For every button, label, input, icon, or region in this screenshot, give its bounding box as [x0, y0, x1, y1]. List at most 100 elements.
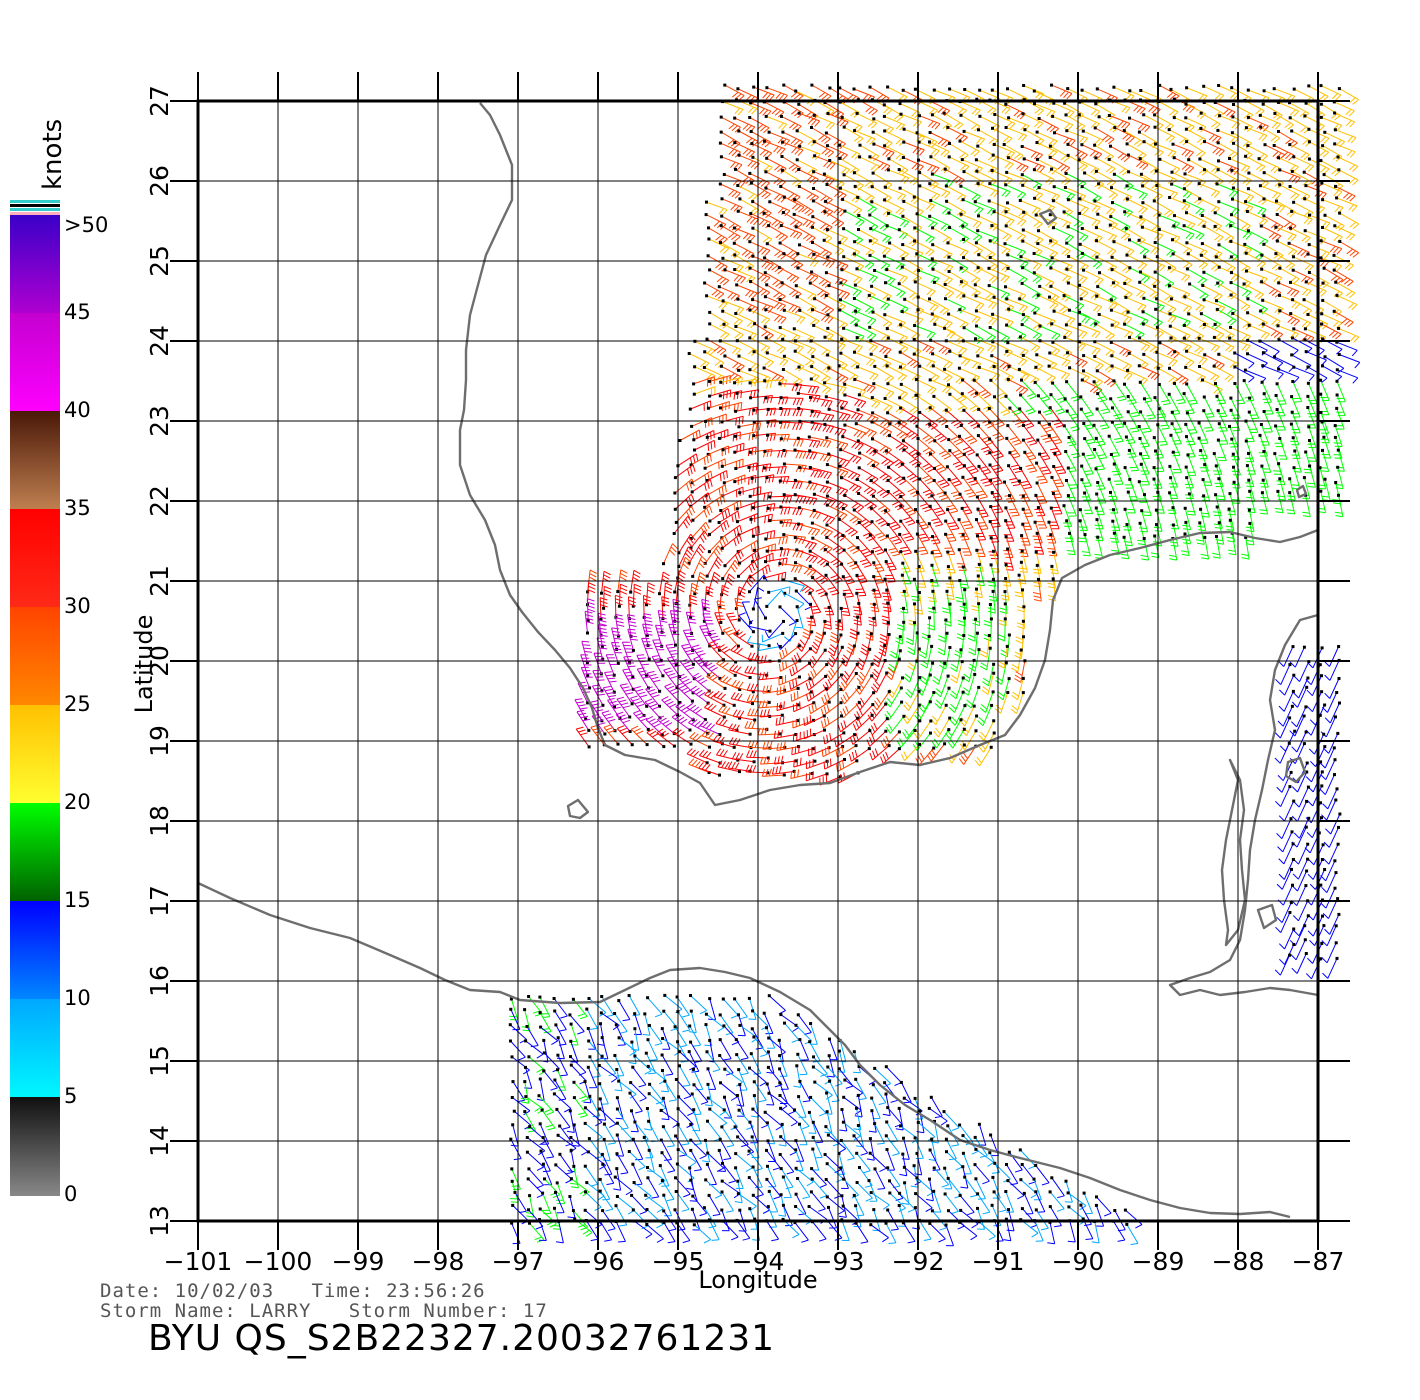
barb-station-dot — [899, 340, 903, 344]
barb-station-dot — [871, 310, 875, 314]
wind-barb — [1263, 352, 1284, 369]
wind-barb — [764, 140, 786, 155]
barb-station-dot — [572, 1123, 576, 1127]
wind-barb — [839, 465, 861, 481]
barb-station-dot — [1242, 282, 1246, 286]
barb-station-dot — [648, 1082, 652, 1086]
barb-station-dot — [778, 1153, 782, 1156]
barb-station-dot — [1078, 322, 1082, 326]
barb-station-dot — [959, 184, 963, 188]
wind-barb — [1005, 211, 1027, 227]
wind-barb — [1003, 144, 1024, 161]
wind-barb — [1007, 1180, 1025, 1200]
barb-station-dot — [1020, 323, 1024, 327]
barb-station-dot — [1321, 298, 1325, 302]
barb-station-dot — [1035, 531, 1039, 535]
wind-barb — [556, 1037, 565, 1060]
barb-station-dot — [1051, 114, 1055, 118]
barb-station-dot — [1334, 798, 1338, 802]
wind-barb — [736, 284, 758, 299]
barb-station-dot — [918, 742, 921, 746]
wind-barb — [1124, 383, 1137, 405]
barb-station-dot — [663, 1079, 667, 1083]
barb-station-dot — [1032, 271, 1036, 275]
barb-station-dot — [542, 1069, 546, 1073]
barb-station-dot — [974, 729, 978, 733]
barb-station-dot — [1035, 141, 1039, 144]
wind-barb — [1093, 425, 1106, 447]
wind-barb — [1049, 1206, 1062, 1228]
barb-station-dot — [751, 506, 755, 510]
wind-barb — [1293, 156, 1315, 172]
barb-station-dot — [734, 1166, 738, 1170]
barb-station-dot — [897, 657, 901, 661]
barb-station-dot — [736, 297, 740, 301]
wind-barb — [941, 591, 951, 614]
barb-station-dot — [944, 618, 948, 622]
barb-station-dot — [707, 550, 711, 554]
wind-barb — [1051, 84, 1073, 100]
wind-barb — [686, 748, 708, 764]
barb-station-dot — [793, 493, 797, 497]
wind-barb — [1201, 313, 1222, 330]
barb-station-dot — [807, 1205, 811, 1208]
wind-barb — [722, 310, 743, 327]
barb-station-dot — [1261, 102, 1265, 106]
wind-barb — [1278, 800, 1295, 822]
barb-station-dot — [1230, 168, 1234, 172]
barb-station-dot — [827, 407, 831, 411]
wind-barb — [1286, 492, 1296, 515]
barb-station-dot — [1304, 825, 1308, 829]
wind-barb — [688, 543, 706, 564]
wind-barb — [719, 431, 741, 442]
barb-station-dot — [556, 1036, 560, 1040]
barb-station-dot — [1217, 422, 1221, 426]
wind-barb — [779, 299, 801, 314]
barb-station-dot — [752, 1080, 756, 1084]
wind-barb — [933, 1167, 950, 1188]
barb-station-dot — [868, 85, 872, 89]
barb-station-dot — [948, 226, 952, 229]
barb-station-dot — [1229, 224, 1233, 228]
barb-station-dot — [510, 1179, 514, 1183]
barb-station-dot — [868, 647, 872, 651]
wind-barb — [843, 549, 860, 570]
wind-barb — [796, 549, 818, 564]
wind-barb — [799, 145, 821, 161]
barb-station-dot — [674, 663, 678, 667]
barb-station-dot — [869, 479, 873, 483]
wind-barb — [854, 378, 876, 394]
wind-barb — [1049, 407, 1064, 428]
barb-station-dot — [1262, 450, 1266, 453]
barb-station-dot — [539, 1149, 543, 1153]
wind-barb — [737, 1136, 755, 1156]
wind-barb — [1320, 759, 1336, 781]
wind-barb — [738, 612, 754, 633]
barb-station-dot — [1337, 677, 1341, 680]
barb-station-dot — [1022, 157, 1026, 161]
barb-station-dot — [1305, 761, 1309, 765]
barb-station-dot — [943, 367, 947, 371]
barb-station-dot — [1082, 268, 1085, 272]
barb-station-dot — [1333, 224, 1337, 228]
barb-station-dot — [778, 241, 782, 245]
barb-station-dot — [1154, 169, 1158, 173]
colorbar-stripe — [10, 200, 60, 203]
wind-barb — [870, 1224, 889, 1243]
barb-station-dot — [738, 770, 741, 774]
wind-barb — [529, 1126, 547, 1146]
barb-station-dot — [1246, 352, 1249, 356]
barb-station-dot — [1304, 184, 1308, 188]
wind-barb — [963, 295, 985, 311]
barb-station-dot — [661, 674, 665, 678]
wind-barb — [993, 211, 1015, 227]
wind-barb — [1245, 155, 1266, 172]
barb-station-dot — [1292, 943, 1296, 946]
barb-station-dot — [597, 1064, 601, 1067]
wind-barb — [812, 537, 833, 554]
wind-barb — [555, 1024, 567, 1046]
wind-barb — [1049, 156, 1071, 173]
barb-station-dot — [992, 671, 996, 675]
barb-station-dot — [869, 1191, 873, 1195]
barb-station-dot — [945, 199, 949, 203]
